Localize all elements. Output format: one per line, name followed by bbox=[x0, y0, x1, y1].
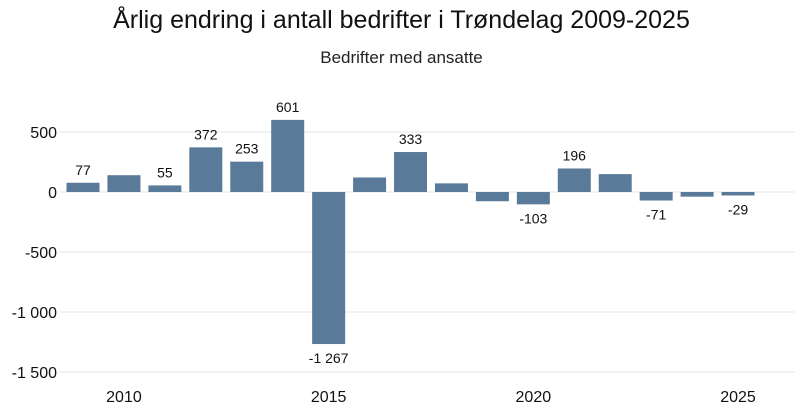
bar-2025 bbox=[721, 192, 755, 196]
y-tick-label: 0 bbox=[48, 185, 57, 202]
bar-2014 bbox=[271, 119, 305, 192]
bar-2013 bbox=[230, 161, 264, 192]
bar-2019 bbox=[475, 192, 509, 202]
y-tick-label: -1 000 bbox=[12, 305, 57, 322]
x-tick-label: 2015 bbox=[311, 389, 347, 406]
data-label: -1 267 bbox=[309, 350, 349, 366]
bar-2021 bbox=[557, 168, 591, 192]
bar-2018 bbox=[434, 183, 468, 192]
x-tick-label: 2010 bbox=[106, 389, 142, 406]
data-label: 196 bbox=[563, 147, 587, 163]
x-tick-label: 2025 bbox=[720, 389, 756, 406]
data-label: -29 bbox=[728, 201, 748, 217]
bar-2017 bbox=[394, 152, 428, 192]
y-tick-label: 500 bbox=[30, 125, 57, 142]
y-tick-label: -500 bbox=[25, 245, 57, 262]
data-label: 372 bbox=[194, 126, 218, 142]
bar-2012 bbox=[189, 147, 223, 192]
x-tick-label: 2020 bbox=[516, 389, 552, 406]
data-label: 601 bbox=[276, 99, 300, 115]
chart-title: Årlig endring i antall bedrifter i Trønd… bbox=[113, 6, 690, 34]
bar-2022 bbox=[598, 174, 632, 192]
data-label: 333 bbox=[399, 131, 423, 147]
data-label: -103 bbox=[519, 210, 547, 226]
data-label: -71 bbox=[646, 207, 666, 223]
data-label: 55 bbox=[157, 164, 173, 180]
bar-2016 bbox=[353, 177, 387, 192]
bar-2009 bbox=[66, 182, 100, 192]
data-label: 77 bbox=[75, 162, 91, 178]
chart-subtitle: Bedrifter med ansatte bbox=[320, 48, 483, 67]
bar-2010 bbox=[107, 175, 141, 192]
bar-2023 bbox=[639, 192, 673, 201]
bar-2024 bbox=[680, 192, 714, 197]
bar-2011 bbox=[148, 185, 182, 192]
data-label: 253 bbox=[235, 141, 259, 157]
bar-2015 bbox=[312, 192, 346, 345]
bar-2020 bbox=[516, 192, 550, 205]
y-tick-label: -1 500 bbox=[12, 365, 57, 382]
